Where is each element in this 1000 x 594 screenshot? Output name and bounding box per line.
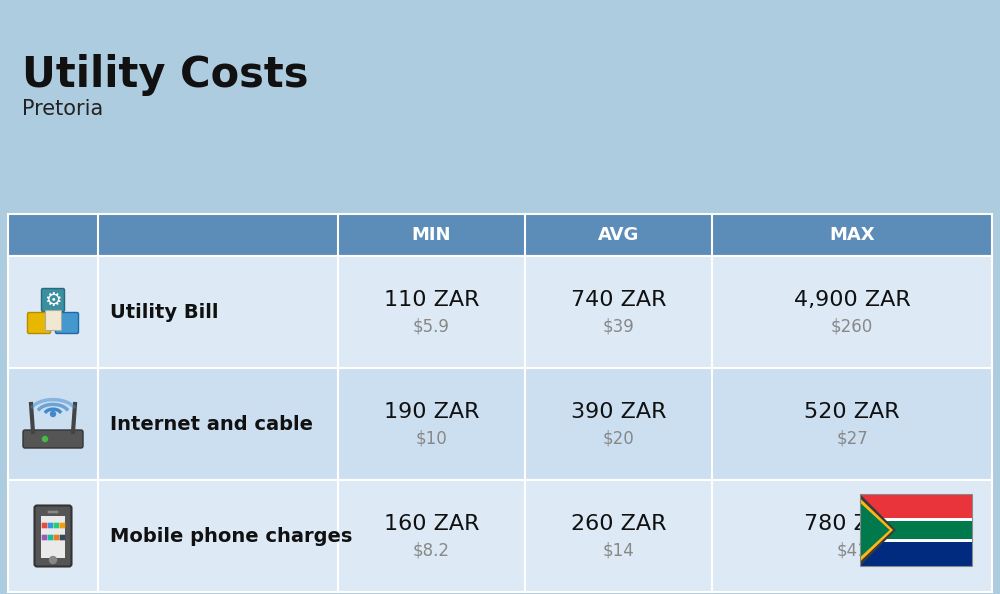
Text: $20: $20: [603, 429, 634, 447]
FancyBboxPatch shape: [8, 480, 992, 592]
Text: 190 ZAR: 190 ZAR: [384, 402, 479, 422]
Circle shape: [42, 437, 48, 441]
FancyBboxPatch shape: [860, 494, 972, 518]
Text: MAX: MAX: [829, 226, 875, 244]
Text: Utility Costs: Utility Costs: [22, 54, 308, 96]
Text: 4,900 ZAR: 4,900 ZAR: [794, 290, 910, 310]
Text: AVG: AVG: [598, 226, 639, 244]
FancyBboxPatch shape: [48, 535, 53, 541]
FancyBboxPatch shape: [42, 535, 47, 541]
Circle shape: [50, 412, 56, 416]
FancyBboxPatch shape: [42, 523, 47, 528]
Text: 390 ZAR: 390 ZAR: [571, 402, 666, 422]
Polygon shape: [860, 498, 893, 562]
FancyBboxPatch shape: [28, 312, 50, 333]
Text: Pretoria: Pretoria: [22, 99, 103, 119]
Text: Utility Bill: Utility Bill: [110, 302, 218, 321]
FancyBboxPatch shape: [860, 518, 972, 542]
Text: $10: $10: [416, 429, 447, 447]
FancyBboxPatch shape: [54, 523, 59, 528]
FancyBboxPatch shape: [56, 312, 78, 333]
FancyBboxPatch shape: [23, 430, 83, 448]
Text: 110 ZAR: 110 ZAR: [384, 290, 479, 310]
Text: 780 ZAR: 780 ZAR: [804, 514, 900, 534]
Text: $14: $14: [603, 541, 634, 559]
Polygon shape: [860, 503, 890, 557]
FancyBboxPatch shape: [8, 256, 992, 368]
Text: $5.9: $5.9: [413, 317, 450, 335]
Polygon shape: [860, 494, 896, 566]
FancyBboxPatch shape: [60, 535, 65, 541]
FancyBboxPatch shape: [41, 516, 65, 558]
FancyBboxPatch shape: [60, 523, 65, 528]
Text: $8.2: $8.2: [413, 541, 450, 559]
FancyBboxPatch shape: [8, 214, 992, 256]
Text: $260: $260: [831, 317, 873, 335]
FancyBboxPatch shape: [860, 518, 972, 521]
FancyBboxPatch shape: [48, 523, 53, 528]
Text: 260 ZAR: 260 ZAR: [571, 514, 666, 534]
FancyBboxPatch shape: [8, 368, 992, 480]
Text: 740 ZAR: 740 ZAR: [571, 290, 666, 310]
FancyBboxPatch shape: [45, 310, 61, 330]
Text: ⚙: ⚙: [44, 290, 62, 309]
Text: $41: $41: [836, 541, 868, 559]
Text: 160 ZAR: 160 ZAR: [384, 514, 479, 534]
Text: MIN: MIN: [412, 226, 451, 244]
Text: Mobile phone charges: Mobile phone charges: [110, 526, 352, 545]
Circle shape: [50, 557, 56, 564]
FancyBboxPatch shape: [42, 289, 64, 311]
FancyBboxPatch shape: [860, 539, 972, 542]
FancyBboxPatch shape: [54, 535, 59, 541]
FancyBboxPatch shape: [34, 505, 72, 567]
Text: Internet and cable: Internet and cable: [110, 415, 313, 434]
Text: $39: $39: [603, 317, 634, 335]
FancyBboxPatch shape: [48, 511, 58, 513]
FancyBboxPatch shape: [860, 542, 972, 566]
Text: 520 ZAR: 520 ZAR: [804, 402, 900, 422]
Text: $27: $27: [836, 429, 868, 447]
